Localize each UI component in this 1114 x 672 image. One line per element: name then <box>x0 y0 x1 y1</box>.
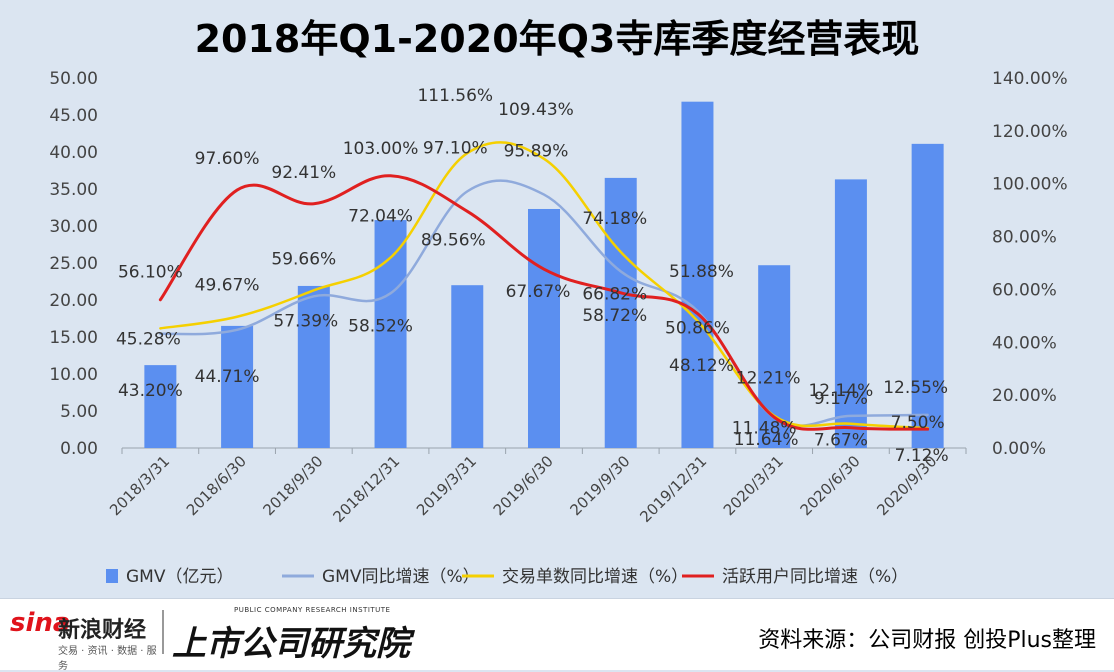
gmv-growth-label: 12.14% <box>808 381 873 401</box>
active-users-growth-line <box>158 174 930 431</box>
gmv-bar <box>297 285 330 448</box>
orders-growth-label: 7.50% <box>891 413 945 433</box>
gmv-growth-label: 95.89% <box>504 142 569 162</box>
active-users-growth-label: 89.56% <box>421 230 486 250</box>
gmv-bar <box>451 285 484 448</box>
left-axis-tick-label: 50.00 <box>49 69 98 89</box>
gmv-growth-label: 57.39% <box>273 311 338 331</box>
gmv-growth-label: 66.82% <box>582 284 647 304</box>
active-users-growth-label: 50.86% <box>665 319 730 339</box>
left-axis-tick-label: 30.00 <box>49 217 98 237</box>
x-axis-tick-label: 2019/12/31 <box>636 452 710 526</box>
orders-growth-label: 9.17% <box>814 389 868 409</box>
chart-title: 2018年Q1-2020年Q3寺库季度经营表现 <box>194 17 920 61</box>
gmv-bar <box>911 143 944 449</box>
sina-cn-name: 新浪财经 <box>58 618 147 643</box>
left-axis-tick-label: 45.00 <box>49 106 98 126</box>
active-users-growth-label: 58.72% <box>582 306 647 326</box>
gmv-growth-label: 97.10% <box>423 138 488 158</box>
left-axis-tick-label: 40.00 <box>49 143 98 163</box>
gmv-growth-label: 12.55% <box>883 378 948 398</box>
right-axis-tick-label: 60.00% <box>992 280 1057 300</box>
orders-growth-label: 45.28% <box>116 329 181 349</box>
chart-area: 43.20% 44.71% 57.39% 58.52% 97.10% 95.89% 66.8… <box>49 69 1068 587</box>
gmv-growth-label: 51.88% <box>669 262 734 282</box>
gmv-growth-label: 44.71% <box>195 367 260 387</box>
orders-growth-label: 49.67% <box>195 276 260 296</box>
right-axis-tick-label: 140.00% <box>992 69 1068 89</box>
x-axis-tick-label: 2018/3/31 <box>106 452 173 519</box>
active-users-growth-label: 11.64% <box>734 430 799 450</box>
sina-wordmark: sina <box>10 608 71 638</box>
x-axis-tick-label: 2019/9/30 <box>566 452 633 519</box>
orders-growth-label: 48.12% <box>669 356 734 376</box>
right-axis-tick-label: 100.00% <box>992 175 1068 195</box>
legend-label-active-users-growth-line: 活跃用户同比增速（%） <box>722 567 908 587</box>
left-axis-tick-label: 5.00 <box>60 402 98 422</box>
gmv-bar <box>528 208 560 448</box>
x-axis-tick-label: 2018/6/30 <box>183 452 250 519</box>
active-users-growth-label: 7.12% <box>895 446 949 466</box>
left-axis-tick-label: 20.00 <box>49 291 98 311</box>
gmv-bar <box>834 179 867 448</box>
right-axis-tick-label: 120.00% <box>992 122 1068 142</box>
right-axis-tick-label: 80.00% <box>992 228 1057 248</box>
legend-label-gmv-growth-line: GMV同比增速（%） <box>322 567 480 587</box>
orders-growth-label: 12.21% <box>736 369 801 389</box>
footer-divider <box>0 598 1114 599</box>
left-axis-tick-label: 25.00 <box>49 254 98 274</box>
x-axis-tick-label: 2020/3/31 <box>720 452 787 519</box>
x-axis-tick-label: 2020/6/30 <box>797 452 864 519</box>
x-axis-tick-label: 2018/12/31 <box>330 452 404 526</box>
footer-bar <box>0 598 1114 670</box>
orders-growth-label: 74.18% <box>582 209 647 229</box>
gmv-bar <box>604 177 637 448</box>
source-note: 资料来源：公司财报 创投Plus整理 <box>758 628 1096 653</box>
active-users-growth-label: 56.10% <box>118 263 183 283</box>
active-users-growth-label: 92.41% <box>271 163 336 183</box>
institute-logo: PUBLIC COMPANY RESEARCH INSTITUTE 上市公司研究… <box>172 606 412 664</box>
active-users-growth-label: 67.67% <box>506 282 571 302</box>
growth-lines <box>158 141 930 431</box>
active-users-growth-label: 103.00% <box>343 139 419 159</box>
orders-growth-line <box>159 141 929 430</box>
institute-cn-name: 上市公司研究院 <box>172 624 410 664</box>
gmv-bar <box>681 101 714 449</box>
legend-label-orders-growth-line: 交易单数同比增速（%） <box>502 567 688 587</box>
legend-swatch-gmv <box>106 569 118 583</box>
active-users-growth-label: 97.60% <box>195 149 260 169</box>
left-axis-tick-label: 10.00 <box>49 365 98 385</box>
institute-en-name: PUBLIC COMPANY RESEARCH INSTITUTE <box>234 606 391 614</box>
gmv-growth-label: 43.20% <box>118 381 183 401</box>
logo-separator <box>162 610 164 654</box>
gmv-bar <box>144 365 177 448</box>
gmv-growth-label: 11.48% <box>732 419 797 439</box>
right-axis-tick-label: 20.00% <box>992 386 1057 406</box>
gmv-growth-label: 58.52% <box>348 316 413 336</box>
sina-finance-logo: sina 新浪财经 交易 · 资讯 · 数据 · 服务 <box>10 608 160 672</box>
active-users-growth-label: 7.67% <box>814 431 868 451</box>
legend: GMV（亿元） GMV同比增速（%） 交易单数同比增速（%） 活跃用户同比增速（%） <box>106 567 908 587</box>
legend-label-gmv: GMV（亿元） <box>126 567 233 587</box>
orders-growth-label: 111.56% <box>417 86 493 106</box>
sina-subtitle: 交易 · 资讯 · 数据 · 服务 <box>58 646 157 672</box>
gmv-bars <box>144 101 944 449</box>
orders-growth-label: 59.66% <box>271 249 336 269</box>
x-axis-tick-label: 2018/9/30 <box>260 452 327 519</box>
orders-growth-label: 72.04% <box>348 207 413 227</box>
orders-growth-label: 109.43% <box>498 100 574 120</box>
data-labels: 43.20% 44.71% 57.39% 58.52% 97.10% 95.89% 66.8… <box>116 86 949 466</box>
right-axis-tick-label: 0.00% <box>992 439 1046 459</box>
x-axis-tick-label: 2019/3/31 <box>413 452 480 519</box>
x-axis-tick-label: 2019/6/30 <box>490 452 557 519</box>
left-axis-tick-label: 35.00 <box>49 180 98 200</box>
left-axis-tick-label: 15.00 <box>49 328 98 348</box>
left-axis-tick-label: 0.00 <box>60 439 98 459</box>
gmv-bar <box>221 325 254 448</box>
right-axis-tick-label: 40.00% <box>992 333 1057 353</box>
